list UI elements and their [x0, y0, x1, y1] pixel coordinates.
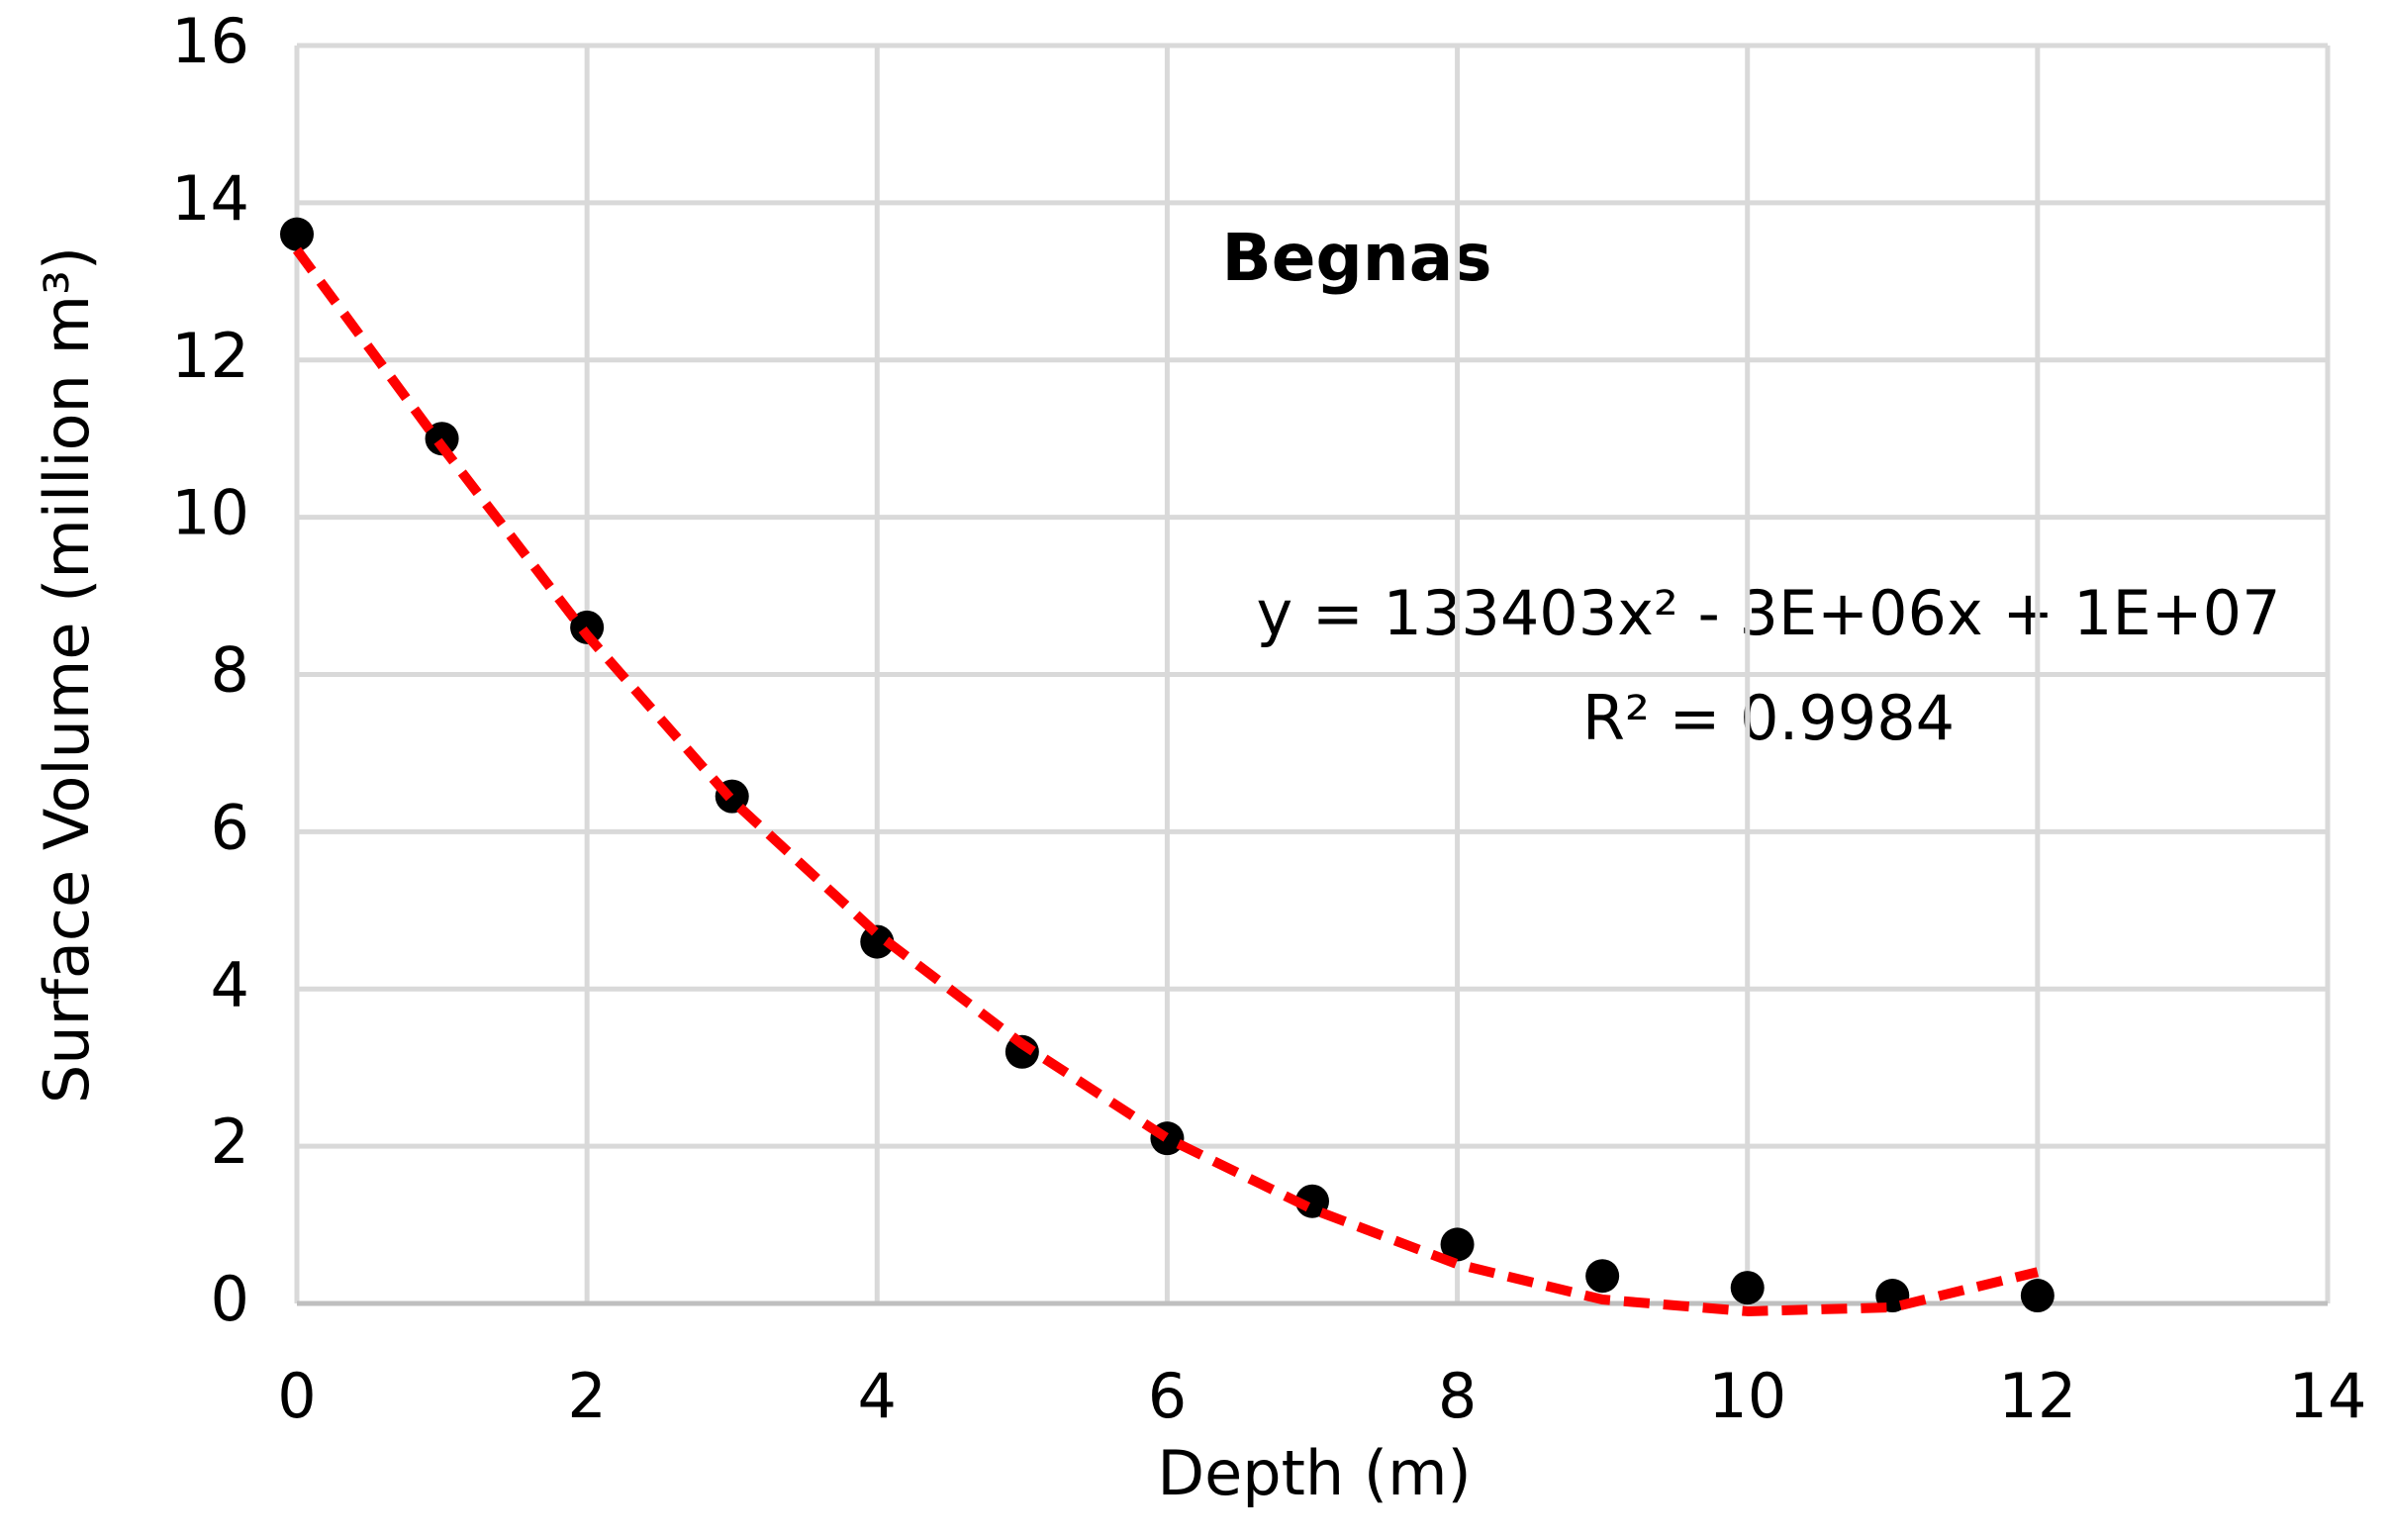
x-tick-label: 0	[277, 1360, 316, 1432]
x-tick-label: 4	[858, 1360, 897, 1432]
y-tick-label: 12	[171, 320, 249, 392]
y-tick-label: 2	[211, 1106, 249, 1178]
x-tick-label: 8	[1438, 1360, 1477, 1432]
x-tick-label: 12	[1998, 1360, 2076, 1432]
x-tick-label: 2	[567, 1360, 606, 1432]
x-axis-label: Depth (m)	[1157, 1437, 1471, 1509]
y-tick-label: 16	[171, 5, 249, 77]
point	[1585, 1259, 1620, 1294]
point	[2020, 1279, 2055, 1313]
point	[1730, 1271, 1765, 1305]
chart-title: Begnas	[1221, 220, 1491, 296]
y-axis-label: Surface Volume (million m³)	[31, 246, 103, 1104]
x-tick-label: 14	[2289, 1360, 2367, 1432]
x-tick-label: 6	[1148, 1360, 1187, 1432]
equation: y = 133403x² - 3E+06x + 1E+07	[1256, 577, 2280, 649]
trendline	[292, 246, 2040, 1316]
y-tick-label: 14	[171, 162, 249, 235]
y-tick-label: 8	[211, 634, 249, 707]
y-tick-label: 6	[211, 791, 249, 863]
point	[860, 924, 895, 959]
y-tick-label: 0	[211, 1263, 249, 1335]
point	[280, 217, 314, 251]
r-squared: R² = 0.9984	[1582, 682, 1955, 754]
y-tick-label: 10	[171, 477, 249, 549]
x-tick-label: 10	[1708, 1360, 1786, 1432]
y-tick-label: 4	[211, 948, 249, 1020]
point	[1440, 1227, 1475, 1262]
